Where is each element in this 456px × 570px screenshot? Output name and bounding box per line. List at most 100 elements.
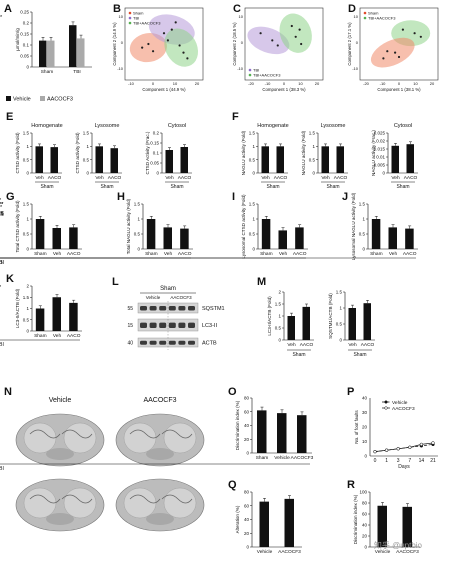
data-point — [384, 448, 389, 452]
watermark: 知乎 @uptbio — [374, 540, 423, 550]
category-label: Veh — [165, 175, 174, 181]
y-axis-label: Discrimination index (%) — [353, 494, 358, 544]
hippocampus-curve — [61, 429, 93, 439]
y-tick-label: 0 — [252, 247, 255, 252]
category-label: AACO — [48, 175, 62, 181]
sub-chart-title: Cytosol — [168, 123, 186, 129]
y-axis-label: Lysosomal NAGLU activity (Fold) — [351, 192, 356, 260]
x-tick-label: 1 — [385, 458, 388, 464]
bar-chart: 0 0.5 1 1.5 Veh AACO SQSTM1/ACTB (Fold) — [328, 290, 375, 348]
bar — [259, 501, 269, 547]
bar — [336, 146, 344, 173]
y-tick-label: 0 — [26, 329, 29, 334]
hippocampus-curve — [129, 494, 161, 504]
x-tick-label: 10 — [298, 81, 303, 86]
bar — [402, 506, 412, 547]
y-tick-label: 80 — [244, 396, 250, 401]
pca-point — [174, 21, 177, 24]
y-axis-label: LC3-II/ACTB (Fold) — [267, 296, 272, 336]
y-tick-label: 1.5 — [249, 202, 256, 207]
y-axis-label: Alteration (%) — [235, 505, 240, 533]
panel-letter-K: K — [6, 273, 14, 285]
x-tick-label: 14 — [419, 458, 425, 464]
x-tick-label: 20 — [315, 81, 320, 86]
blot-band — [159, 340, 167, 345]
y-tick-label: 30 — [362, 410, 368, 415]
bar-chart: 0 0.5 1 1.5 Veh AACO NAGLU activity (Fold) — [301, 130, 348, 181]
y-tick-label: 1 — [86, 144, 89, 149]
category-label: Veh — [287, 342, 296, 348]
group-label: Sham — [353, 352, 366, 358]
significance-label: *** — [0, 202, 4, 208]
y-tick-label: 0.5 — [249, 157, 256, 162]
y-tick-label: 10 — [239, 14, 244, 19]
y-tick-label: 100 — [359, 490, 367, 495]
y-tick-label: 0.25 — [20, 10, 29, 15]
pca-point — [382, 57, 385, 60]
blot-band — [140, 340, 147, 345]
y-tick-label: 1 — [252, 144, 255, 149]
legend-label: Sham — [133, 11, 144, 16]
x-tick-label: -20 — [248, 81, 255, 86]
blot-band — [149, 322, 157, 328]
brain-slice — [115, 478, 205, 532]
blot-band — [178, 322, 186, 328]
pca-point — [401, 28, 404, 31]
panel-letter-D: D — [348, 3, 356, 15]
category-label: AACO — [108, 175, 122, 181]
bar — [35, 219, 45, 249]
panel-letter-A: A — [4, 3, 12, 15]
data-point — [408, 445, 412, 449]
brain-slice — [115, 413, 205, 467]
panel-letter-O: O — [228, 386, 237, 398]
x-tick-label: 0 — [398, 81, 401, 86]
y-tick-label: 60 — [244, 503, 250, 508]
category-label: Veh — [391, 175, 400, 181]
bar-chart: 0 0.5 1 1.5 Sham Veh AACO Total NAGLU activity … — [126, 198, 193, 257]
x-axis-label: Component 1 (38.1 %) — [377, 87, 421, 92]
legend-marker — [128, 16, 132, 20]
brain-slice — [15, 478, 105, 532]
sub-chart-title: Homogenate — [257, 123, 289, 129]
legend-aacocf3: AACOCF3 — [47, 97, 73, 103]
bar — [95, 146, 103, 173]
pca-point — [147, 42, 150, 46]
panel-letter-C: C — [233, 3, 241, 15]
category-label: Veh — [279, 251, 288, 257]
pca-point — [178, 44, 181, 47]
legend-label: Vehicle — [392, 400, 408, 406]
bar — [69, 227, 78, 249]
y-tick-label: 60 — [244, 409, 250, 414]
group-label: Sham — [292, 352, 305, 358]
pca-point — [186, 57, 189, 60]
brain-hemisphere — [163, 487, 197, 519]
y-tick-label: 0 — [26, 247, 29, 252]
bar — [297, 415, 307, 453]
y-tick-label: 1.5 — [359, 202, 366, 207]
y-axis-label: Lysosomal CTSD activity (Fold) — [241, 194, 246, 259]
y-axis-label: Component 2 (17.1 %) — [347, 22, 352, 66]
panel-letter-J: J — [342, 191, 348, 203]
bar — [69, 25, 77, 67]
category-label: Veh — [321, 175, 330, 181]
bar — [405, 228, 414, 249]
bar — [52, 228, 61, 249]
category-label: Veh — [35, 175, 44, 181]
y-axis-label: No. of foot faults — [354, 410, 359, 444]
y-tick-label: 40 — [362, 396, 368, 401]
bar-chart: 0 20 40 60 80 Vehicle AACOCF3 Alteration (%) — [235, 490, 302, 555]
panel-letter-F: F — [232, 111, 239, 123]
panel-letter-H: H — [117, 191, 125, 203]
y-tick-label: 0 — [26, 171, 29, 176]
blot-band — [178, 306, 186, 311]
x-tick-label: 0 — [152, 81, 155, 86]
y-tick-label: 0 — [364, 454, 367, 459]
x-tick-label: -10 — [380, 81, 387, 86]
legend-label: TBI+AACOCF3 — [133, 21, 161, 26]
y-tick-label: 0.5 — [359, 232, 366, 237]
blot-band — [168, 322, 176, 328]
brain-hemisphere — [23, 422, 57, 454]
y-tick-label: 0 — [312, 171, 315, 176]
x-tick-label: 21 — [430, 458, 436, 464]
bar — [277, 413, 287, 453]
